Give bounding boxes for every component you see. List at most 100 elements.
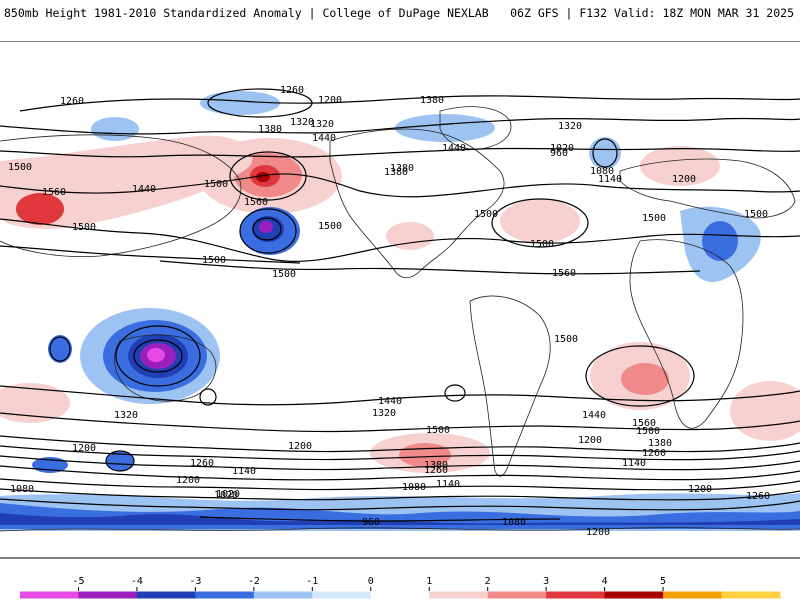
contour-label: 1140 (622, 458, 646, 469)
contour-label: 1560 (42, 187, 66, 198)
contour-closed-gulf-low-inner (252, 217, 282, 241)
contour-960-south (199, 516, 561, 522)
contour-label: 1380 (384, 167, 408, 178)
contour-1500-south (0, 385, 800, 406)
anomaly-map: 1260 1200 1320 1380 1440 1500 1560 1500 … (0, 41, 800, 559)
contour-label: 1500 (530, 239, 554, 250)
colorbar-tick-label: -4 (131, 576, 143, 587)
colorbar-tick-label: 3 (543, 576, 549, 587)
anomaly-shading (0, 91, 800, 531)
contour-label: 1380 (648, 438, 672, 449)
contour-label: 1500 (744, 209, 768, 220)
colorbar-tick-label: 1 (426, 576, 432, 587)
contour-label: 1560 (244, 197, 268, 208)
contour-labels: 1260 1200 1320 1380 1440 1500 1560 1500 … (8, 85, 770, 538)
colorbar-swatch (312, 591, 372, 599)
contour-label: 1440 (132, 184, 156, 195)
colorbar-swatch (195, 591, 255, 599)
contour-label: 1320 (372, 408, 396, 419)
contour-closed-top-1260 (207, 88, 313, 118)
contour-label: 1560 (632, 418, 656, 429)
contour-label: 1200 (72, 443, 96, 454)
anomaly-pos4-northpacific (256, 172, 270, 182)
contour-closed-southpacific-low-inner (133, 339, 183, 373)
contour-1560-north (0, 245, 301, 264)
colorbar-swatch (429, 591, 489, 599)
contour-label: 1200 (586, 527, 610, 538)
coast-antarctica (0, 527, 800, 532)
colorbar-swatch (721, 591, 781, 599)
colorbar-tick-label: 5 (660, 576, 666, 587)
contour-closed-gulf-low (239, 208, 297, 254)
contour-1080-south (0, 488, 800, 501)
contour-1440-north (0, 173, 800, 198)
anomaly-neg-small2 (106, 451, 134, 471)
contour-closed-southpacific-low (115, 325, 201, 387)
colorbar-swatch (253, 591, 313, 599)
contour-label: 1200 (288, 441, 312, 452)
contour-label: 1320 (558, 121, 582, 132)
map-title-left: 850mb Height 1981-2010 Standardized Anom… (4, 6, 489, 20)
colorbar-tick-label: -5 (72, 576, 84, 587)
contour-1320-south (0, 445, 800, 461)
anomaly-neg5-southpacific (147, 348, 165, 362)
contour-label: 1440 (442, 143, 466, 154)
colorbar-swatches (20, 591, 781, 599)
contour-label: 1440 (582, 410, 606, 421)
contour-1140-south (0, 478, 800, 491)
contour-closed-small3 (105, 450, 135, 472)
colorbar-tick-label: -1 (306, 576, 318, 587)
coast-africa (629, 239, 744, 429)
contour-label: 1020 (214, 490, 238, 501)
height-contours (0, 88, 800, 522)
anomaly-pos3-asia (16, 193, 64, 225)
contour-label: 1020 (216, 489, 240, 500)
coast-south-america (469, 295, 551, 477)
contour-label: 1440 (378, 396, 402, 407)
colorbar-swatch (604, 591, 664, 599)
contour-label: 1320 (114, 410, 138, 421)
contour-1500-equator (159, 260, 701, 275)
coast-greenland (439, 106, 512, 150)
contour-closed-northpacific-high (229, 151, 307, 201)
anomaly-pos-southindian (730, 381, 800, 441)
colorbar-tick-label: 2 (485, 576, 491, 587)
contour-1200-south (0, 465, 800, 481)
contour-label: 1200 (688, 484, 712, 495)
anomaly-neg-small5 (200, 91, 280, 115)
contour-label: 1080 (402, 482, 426, 493)
colorbar: -5 -4 -3 -2 -1 0 1 2 3 4 5 (20, 576, 781, 599)
contour-label: 1200 (176, 475, 200, 486)
contour-closed-small2 (199, 388, 217, 406)
contour-label: 1140 (598, 174, 622, 185)
contour-label: 1500 (642, 213, 666, 224)
contour-label: 1500 (272, 269, 296, 280)
anomaly-neg2-europe (702, 221, 738, 261)
contour-label: 1260 (746, 491, 770, 502)
anomaly-neg-small6 (91, 117, 139, 141)
contour-1020-south (0, 498, 800, 511)
contour-label: 960 (362, 517, 380, 528)
anomaly-neg-small7 (395, 114, 495, 142)
colorbar-tick-label: 4 (602, 576, 608, 587)
contour-label: 1200 (578, 435, 602, 446)
contour-label: 1260 (190, 458, 214, 469)
contour-label: 1200 (672, 174, 696, 185)
contour-1500-north (0, 218, 800, 262)
anomaly-pos-atlantic (500, 199, 580, 243)
colorbar-swatch (663, 591, 723, 599)
contour-1380-south (0, 435, 800, 453)
anomaly-neg3-antarctic (0, 513, 800, 525)
contour-label: 1020 (550, 143, 574, 154)
contour-label: 1440 (312, 133, 336, 144)
contour-label: 1500 (8, 162, 32, 173)
contour-1440-south (0, 412, 800, 433)
contour-closed-small1 (49, 336, 71, 362)
contour-1380-north (0, 147, 800, 158)
coast-australia (114, 334, 217, 402)
contour-label: 1080 (502, 517, 526, 528)
coast-north-america (329, 128, 505, 279)
contour-closed-indian-high (585, 345, 695, 407)
contour-1260-north (19, 95, 800, 112)
contour-label: 1380 (390, 163, 414, 174)
